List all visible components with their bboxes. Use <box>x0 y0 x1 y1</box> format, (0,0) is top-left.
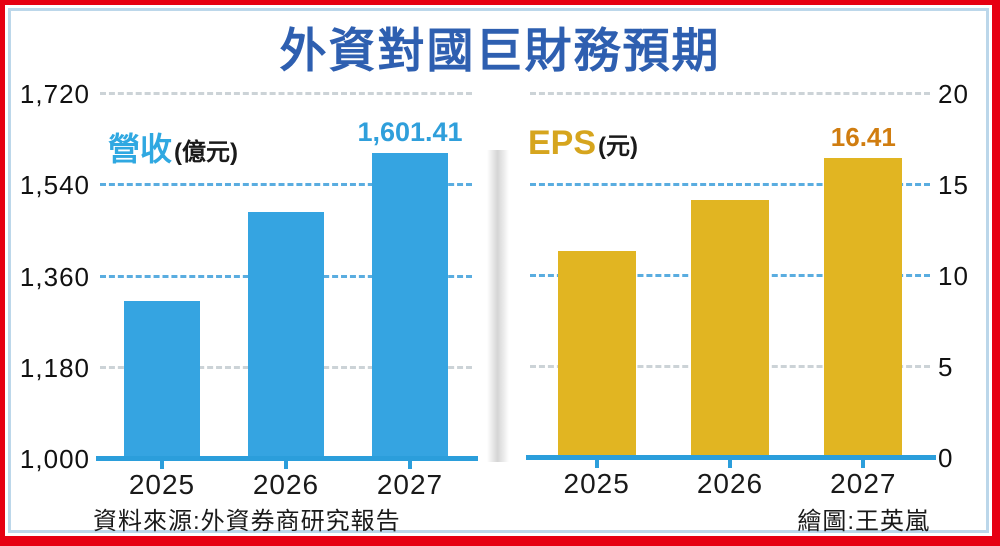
x-axis-line <box>96 456 478 461</box>
y-tick-label: 1,540 <box>19 170 90 201</box>
bar-2026-revenue <box>248 212 324 458</box>
x-tick-label: 2026 <box>696 468 764 499</box>
y-tick-label: 1,360 <box>19 261 90 292</box>
x-axis-tick <box>408 461 412 469</box>
source-note: 資料來源:外資券商研究報告 <box>93 508 401 535</box>
eps-series-name: EPS <box>528 124 597 162</box>
gridline <box>100 92 472 95</box>
x-axis-tick <box>594 460 599 468</box>
y-tick-label: 1,000 <box>19 444 90 474</box>
bar-2027-eps <box>824 158 903 457</box>
x-axis-line <box>526 455 936 460</box>
x-tick-label: 2025 <box>563 468 630 499</box>
y-tick-label: 0 <box>938 443 954 473</box>
x-axis-tick <box>728 460 732 468</box>
bar-value-annotation: 16.41 <box>830 122 896 153</box>
bar-2025-eps <box>557 251 636 457</box>
gridline <box>530 183 930 186</box>
bar-2025-revenue <box>124 300 200 458</box>
bar-value-annotation: 1,601.41 <box>357 117 463 148</box>
y-tick-label: 1,180 <box>19 352 90 383</box>
center-divider-shadow <box>487 150 509 462</box>
y-tick-label: 20 <box>938 79 969 109</box>
bar-2027-revenue <box>372 153 448 458</box>
revenue-series-label: 營收(億元) <box>108 124 238 170</box>
credit-note: 繪圖:王英嵐 <box>797 508 930 535</box>
x-axis-tick <box>284 461 288 469</box>
eps-unit-label: (元) <box>598 133 639 160</box>
x-axis-tick <box>861 460 866 468</box>
y-tick-label: 15 <box>938 170 969 200</box>
y-tick-label: 1,720 <box>19 79 90 109</box>
y-tick-label: 10 <box>938 261 969 291</box>
x-tick-label: 2027 <box>830 468 897 499</box>
eps-series-label: EPS(元) <box>528 124 638 163</box>
revenue-series-name: 營收 <box>108 131 173 167</box>
page-title: 外資對國巨財務預期 <box>279 24 721 77</box>
x-tick-label: 2026 <box>252 469 320 500</box>
x-tick-label: 2027 <box>376 469 444 500</box>
y-tick-label: 5 <box>938 352 954 382</box>
gridline <box>530 92 930 95</box>
x-axis-tick <box>160 461 164 469</box>
gridline <box>100 183 472 187</box>
x-tick-label: 2025 <box>128 469 196 500</box>
bar-2026-eps <box>691 200 769 457</box>
revenue-unit-label: (億元) <box>174 139 238 166</box>
